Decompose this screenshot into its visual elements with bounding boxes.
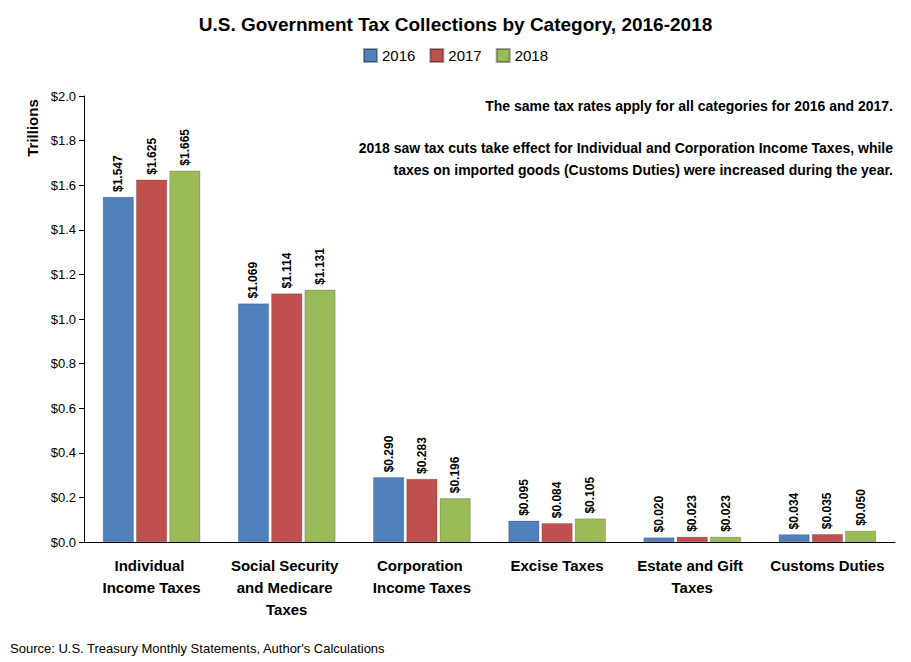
- svg-text:Source: U.S. Treasury Monthly: Source: U.S. Treasury Monthly Statements…: [10, 641, 385, 656]
- svg-text:$0.6: $0.6: [51, 401, 76, 416]
- svg-text:$1.6: $1.6: [51, 178, 76, 193]
- svg-text:$1.665: $1.665: [178, 129, 192, 166]
- svg-text:Corporation: Corporation: [377, 557, 467, 574]
- svg-text:Estate and Gift: Estate and Gift: [637, 557, 747, 574]
- svg-text:$0.034: $0.034: [787, 492, 801, 529]
- svg-text:U.S. Government Tax Collection: U.S. Government Tax Collections by Categ…: [199, 14, 713, 35]
- svg-text:$0.8: $0.8: [51, 356, 76, 371]
- svg-text:$0.095: $0.095: [517, 479, 531, 516]
- svg-text:$1.8: $1.8: [51, 133, 76, 148]
- svg-text:Individual: Individual: [114, 557, 188, 574]
- svg-text:Taxes: Taxes: [672, 579, 713, 596]
- svg-text:$0.023: $0.023: [685, 495, 699, 532]
- svg-text:$1.625: $1.625: [145, 138, 159, 175]
- svg-text:$1.4: $1.4: [51, 222, 76, 237]
- svg-text:Excise Taxes: Excise Taxes: [511, 557, 604, 574]
- svg-text:$1.2: $1.2: [51, 267, 76, 282]
- svg-text:taxes on imported goods (Custo: taxes on imported goods (Customs Duties)…: [394, 162, 893, 178]
- svg-text:2018: 2018: [515, 47, 548, 64]
- svg-text:$0.050: $0.050: [854, 489, 868, 526]
- svg-text:2017: 2017: [448, 47, 481, 64]
- svg-text:$2.0: $2.0: [51, 89, 76, 104]
- svg-text:$1.069: $1.069: [246, 262, 260, 299]
- svg-text:$0.290: $0.290: [382, 435, 396, 472]
- svg-text:$0.2: $0.2: [51, 490, 76, 505]
- svg-text:Income Taxes: Income Taxes: [103, 579, 201, 596]
- svg-text:Social Security: Social Security: [231, 557, 343, 574]
- svg-text:Trillions: Trillions: [24, 99, 41, 157]
- svg-text:$0.196: $0.196: [448, 456, 462, 493]
- svg-text:2016: 2016: [382, 47, 415, 64]
- svg-text:$0.105: $0.105: [583, 477, 597, 514]
- svg-text:$0.020: $0.020: [652, 496, 666, 533]
- svg-text:$0.084: $0.084: [550, 481, 564, 518]
- svg-text:$1.131: $1.131: [313, 248, 327, 285]
- svg-text:and Medicare: and Medicare: [237, 579, 337, 596]
- svg-text:The same tax rates apply for a: The same tax rates apply for all categor…: [485, 98, 893, 114]
- svg-text:$1.0: $1.0: [51, 312, 76, 327]
- svg-text:$0.0: $0.0: [51, 535, 76, 550]
- svg-text:Customs Duties: Customs Duties: [770, 557, 884, 574]
- svg-text:$0.035: $0.035: [820, 492, 834, 529]
- svg-text:$1.547: $1.547: [111, 155, 125, 192]
- svg-text:Income Taxes: Income Taxes: [373, 579, 471, 596]
- svg-text:Taxes: Taxes: [266, 601, 307, 618]
- svg-text:$1.114: $1.114: [280, 252, 294, 288]
- svg-text:$0.4: $0.4: [51, 445, 76, 460]
- svg-text:$0.283: $0.283: [415, 437, 429, 474]
- svg-text:2018 saw tax cuts take effect: 2018 saw tax cuts take effect for Indivi…: [359, 140, 893, 156]
- svg-text:$0.023: $0.023: [719, 495, 733, 532]
